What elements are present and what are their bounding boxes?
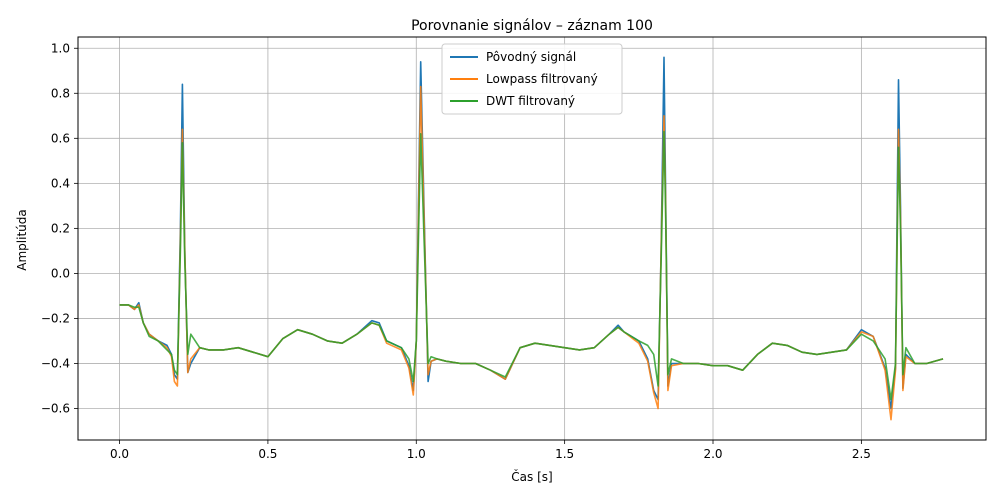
legend-label: Lowpass filtrovaný (486, 72, 598, 86)
y-tick-label: −0.6 (41, 401, 70, 415)
y-tick-label: 1.0 (51, 41, 70, 55)
y-axis-label: Amplitúda (15, 209, 29, 270)
y-tick-label: 0.8 (51, 86, 70, 100)
legend: Pôvodný signál Lowpass filtrovaný DWT filt… (441, 43, 623, 115)
legend-label: Pôvodný signál (486, 50, 576, 64)
series-layer (119, 56, 944, 421)
x-tick-label: 1.0 (407, 447, 426, 461)
y-tick-label: −0.2 (41, 311, 70, 325)
x-tick-label: 0.0 (110, 447, 129, 461)
chart-title: Porovnanie signálov – záznam 100 (411, 18, 653, 34)
series-line-3 (119, 130, 944, 401)
x-tick-label: 2.0 (703, 447, 722, 461)
legend-box (441, 43, 623, 115)
y-tick-label: 0.6 (51, 131, 70, 145)
x-axis-label: Čas [s] (511, 469, 552, 484)
plot-frame (77, 36, 987, 441)
y-tick-label: −0.4 (41, 356, 70, 370)
x-axis: 0.0 0.5 1.0 1.5 2.0 2.5 (110, 440, 871, 461)
x-tick-label: 1.5 (555, 447, 574, 461)
x-tick-label: 0.5 (258, 447, 277, 461)
y-tick-label: 0.4 (51, 176, 70, 190)
legend-label: DWT filtrovaný (486, 94, 575, 108)
x-tick-label: 2.5 (852, 447, 871, 461)
y-tick-label: 0.0 (51, 266, 70, 280)
y-axis: −0.6 −0.4 −0.2 0.0 0.2 0.4 0.6 0.8 1.0 (41, 41, 78, 415)
y-tick-label: 0.2 (51, 221, 70, 235)
